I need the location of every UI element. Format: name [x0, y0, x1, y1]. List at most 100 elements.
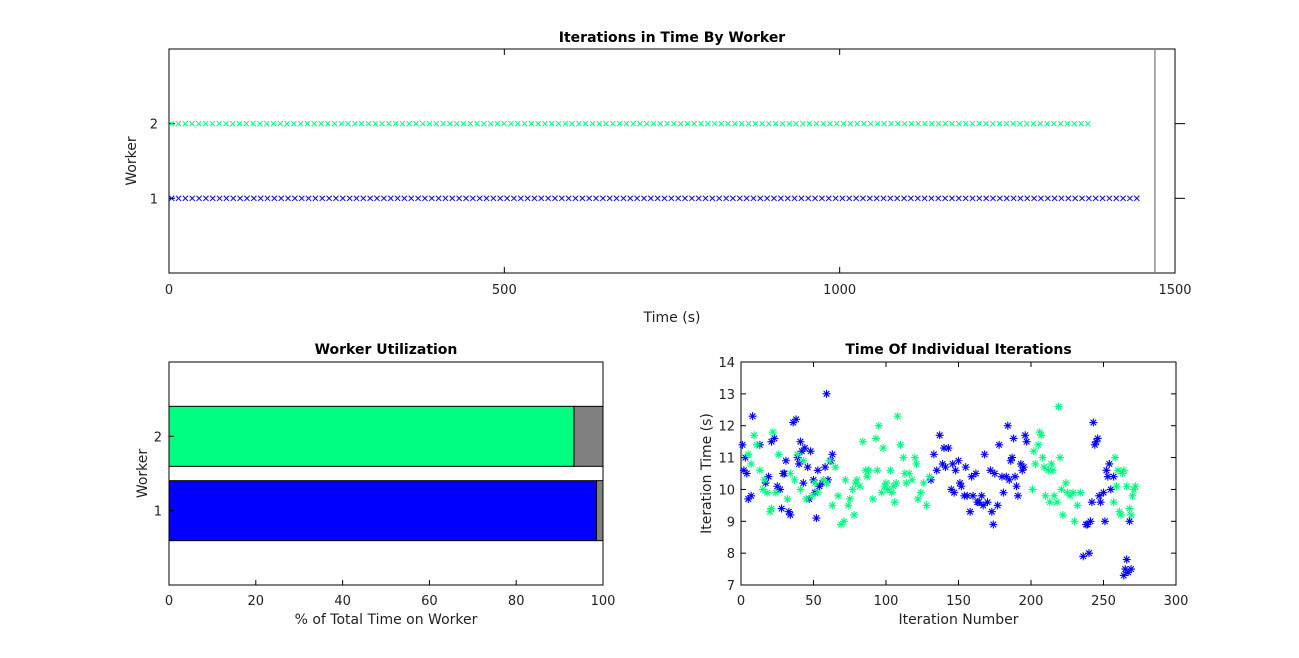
- timeline-point: [682, 195, 688, 202]
- timeline-point: [704, 120, 711, 127]
- iteration-point: [770, 434, 779, 443]
- timeline-point: [596, 120, 603, 127]
- timeline-point: [874, 120, 881, 127]
- timeline-point: [1017, 195, 1024, 202]
- timeline-point: [616, 120, 623, 127]
- iteration-point: [818, 479, 827, 488]
- timeline-point: [846, 195, 853, 202]
- timeline-point: [976, 120, 983, 127]
- iteration-point: [1129, 485, 1138, 494]
- timeline-point: [873, 195, 880, 202]
- iteration-xtick-label: 0: [737, 594, 745, 609]
- timeline-point: [353, 195, 360, 202]
- timeline-point: [338, 120, 345, 127]
- timeline-point: [538, 195, 545, 202]
- iteration-point: [799, 479, 808, 488]
- iteration-point: [803, 463, 812, 472]
- iteration-point: [990, 469, 999, 478]
- iteration-point: [789, 418, 798, 427]
- iteration-point: [951, 466, 960, 475]
- iteration-point: [815, 482, 824, 491]
- timeline-point: [243, 120, 250, 127]
- timeline-point: [813, 120, 820, 127]
- timeline-point: [565, 195, 572, 202]
- timeline-point: [291, 195, 298, 202]
- timeline-point: [331, 120, 338, 127]
- timeline-point: [771, 195, 777, 202]
- iteration-point: [873, 466, 882, 475]
- timeline-point: [399, 120, 406, 127]
- iteration-point: [1073, 501, 1082, 510]
- iteration-point: [767, 437, 776, 446]
- iteration-point: [1005, 475, 1014, 484]
- iteration-point: [809, 475, 818, 484]
- timeline-point: [935, 195, 942, 202]
- timeline-point: [517, 195, 524, 202]
- timeline-point: [195, 120, 202, 127]
- iteration-point: [741, 453, 750, 462]
- utilization-bar-busy: [168, 405, 575, 467]
- iteration-point: [742, 469, 751, 478]
- iteration-point: [1122, 555, 1131, 564]
- iteration-point: [841, 475, 850, 484]
- iteration-point: [1006, 456, 1015, 465]
- timeline-point: [319, 195, 326, 202]
- timeline-point: [603, 120, 609, 127]
- iteration-point: [980, 450, 989, 459]
- iteration-point: [784, 507, 793, 516]
- iteration-point: [932, 466, 941, 475]
- timeline-point: [840, 120, 847, 127]
- iteration-point: [781, 456, 790, 465]
- timeline-plot-area: [168, 48, 1176, 274]
- iteration-point: [767, 504, 776, 513]
- iteration-point: [1069, 488, 1078, 497]
- iteration-xtick-label: 300: [1164, 594, 1189, 609]
- timeline-point: [1084, 120, 1091, 127]
- timeline-point: [284, 120, 291, 127]
- iteration-point: [868, 494, 877, 503]
- timeline-point: [285, 195, 291, 202]
- timeline-xtick-label: 1500: [1158, 283, 1191, 298]
- timeline-point: [1079, 195, 1085, 202]
- timeline-point: [1078, 120, 1084, 127]
- timeline-point: [983, 120, 989, 127]
- timeline-point: [743, 195, 750, 202]
- timeline-point: [209, 195, 216, 202]
- timeline-point: [759, 120, 766, 127]
- timeline-point: [609, 120, 616, 127]
- utilization-xtick-label: 100: [591, 594, 616, 609]
- timeline-point: [793, 120, 799, 127]
- timeline-point: [996, 120, 1003, 127]
- timeline-point: [1044, 120, 1051, 127]
- iteration-point: [1048, 466, 1057, 475]
- timeline-point: [983, 195, 990, 202]
- iteration-point: [761, 479, 770, 488]
- utilization-bar-idle: [595, 480, 604, 542]
- iteration-point: [995, 440, 1004, 449]
- iteration-point: [773, 482, 782, 491]
- timeline-point: [504, 195, 511, 202]
- timeline-title: Iterations in Time By Worker: [559, 30, 786, 46]
- iteration-point: [913, 494, 922, 503]
- timeline-point: [175, 120, 182, 127]
- timeline-point: [907, 195, 914, 202]
- timeline-point: [839, 195, 846, 202]
- timeline-point: [552, 195, 558, 202]
- iteration-point: [1086, 517, 1095, 526]
- utilization-xtick-label: 0: [165, 594, 173, 609]
- utilization-chart: 120 20 40 60 80 100 Worker Utilization % of T…: [135, 342, 615, 628]
- timeline-point: [569, 120, 576, 127]
- iteration-point: [886, 466, 895, 475]
- iteration-point: [1016, 459, 1025, 468]
- timeline-point: [670, 120, 677, 127]
- iteration-point: [850, 510, 859, 519]
- iteration-point: [792, 415, 801, 424]
- iteration-point: [1031, 459, 1040, 468]
- timeline-point: [750, 195, 757, 202]
- timeline-point: [664, 120, 671, 127]
- timeline-point: [189, 195, 196, 202]
- utilization-xtick-label: 60: [421, 594, 438, 609]
- timeline-point: [1099, 195, 1106, 202]
- iteration-point: [738, 440, 747, 449]
